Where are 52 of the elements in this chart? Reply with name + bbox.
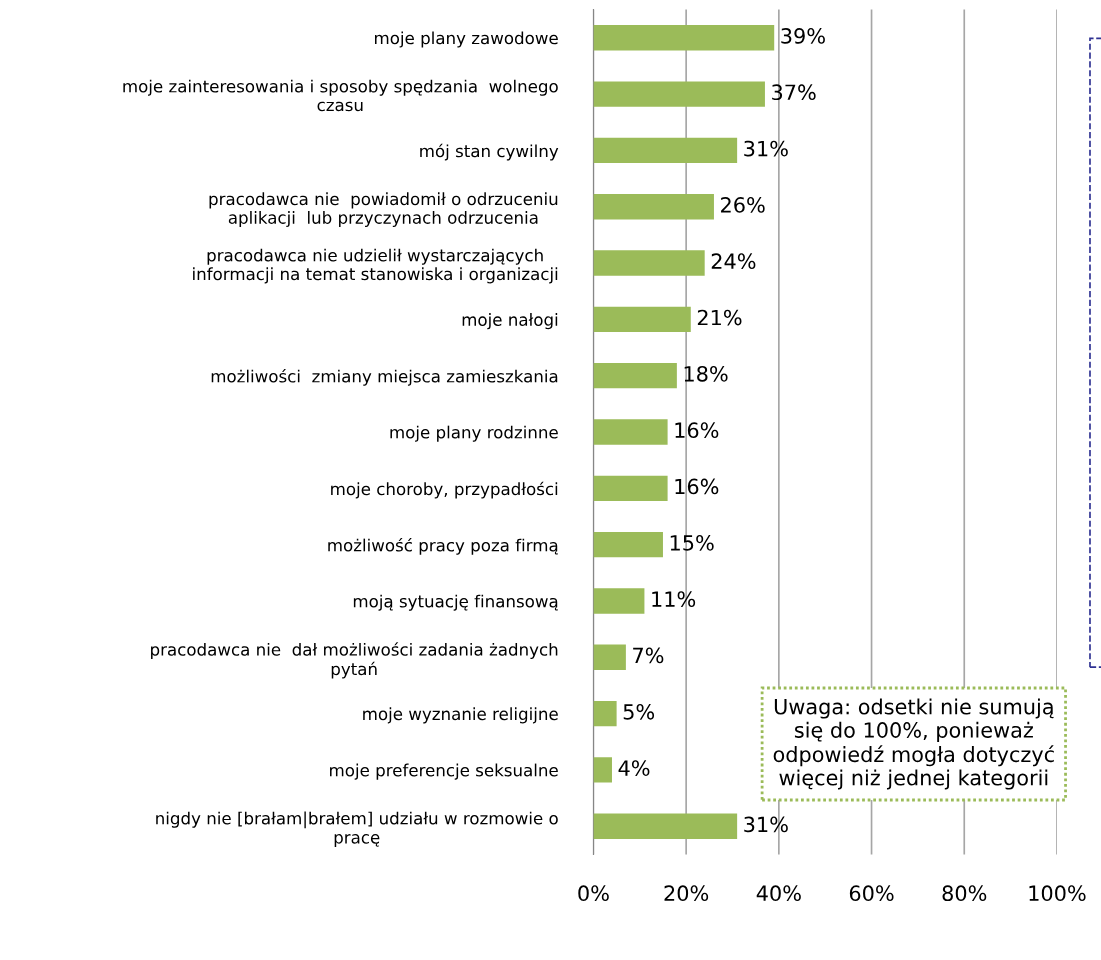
data-label: 15% — [670, 534, 714, 551]
y-tick-label: moje wyznanie religijne — [363, 707, 558, 724]
x-tick-label: 60% — [849, 885, 894, 902]
data-label: 21% — [697, 309, 742, 326]
bar — [593, 250, 705, 276]
x-tick-label: 100% — [1029, 885, 1086, 902]
data-label: 26% — [721, 197, 765, 213]
y-tick-label: możliwości zmiany miejsca zamieszkania — [211, 369, 558, 386]
data-label: 31% — [744, 816, 788, 833]
y-tick-label: moje plany zawodowe — [375, 31, 558, 48]
data-label: 16% — [675, 478, 719, 495]
data-label: 16% — [675, 422, 719, 439]
y-tick-label: moją sytuację finansową — [353, 594, 558, 611]
bar — [593, 588, 645, 614]
bar — [593, 306, 691, 333]
y-tick-label: moje choroby, przypadłości — [331, 481, 558, 499]
data-label: 24% — [711, 253, 756, 270]
data-label: 18% — [684, 365, 728, 382]
y-tick-label: pracodawca nie dał możliwości zadania żadnych pytań — [151, 642, 558, 679]
bar — [593, 81, 765, 107]
x-tick-label: 20% — [664, 885, 709, 902]
y-tick-label: pracodawca nie powiadomił o odrzuceniu aplikacji lub przyczynach odrzucenia — [209, 192, 558, 228]
bar — [593, 813, 738, 839]
y-tick-label: moje nałogi — [462, 313, 558, 330]
data-label: 31% — [744, 140, 788, 157]
y-tick-label: pracodawca nie udzielił wystarczających informacji na temat stanowiska i organizacji — [193, 248, 558, 284]
data-label: 11% — [652, 591, 696, 607]
data-label: 7% — [633, 647, 664, 664]
bar — [593, 25, 775, 51]
annotation: Uwaga: odsetki nie sumują się do 100%, ponieważ odpowiedź mogła dotyczyć więcej niż jednej kategorii — [773, 698, 1054, 790]
bar — [593, 531, 663, 558]
bar — [593, 363, 677, 389]
bar — [593, 700, 617, 727]
y-tick-label: moje preferencje seksualne — [330, 763, 558, 780]
data-label: 39% — [781, 28, 825, 44]
y-tick-label: moje zainteresowania i sposoby spędzania wolnego czasu — [123, 79, 558, 112]
bar — [593, 644, 626, 670]
bar — [593, 419, 668, 445]
y-tick-label: możliwość pracy poza firmą — [328, 537, 558, 555]
bar — [593, 757, 612, 783]
x-tick-label: 40% — [756, 885, 801, 902]
x-tick-label: 0% — [578, 885, 609, 902]
data-label: 4% — [618, 760, 650, 776]
bar — [593, 475, 668, 501]
data-label: 37% — [772, 84, 816, 101]
bar — [593, 137, 738, 164]
y-tick-label: mój stan cywilny — [420, 143, 559, 161]
bar — [593, 194, 714, 220]
y-tick-label: nigdy nie [brałam|brałem] udziału w rozmowie o pracę — [156, 811, 558, 847]
y-tick-label: moje plany rodzinne — [390, 425, 558, 442]
x-tick-label: 80% — [942, 885, 987, 902]
data-label: 5% — [623, 703, 655, 720]
